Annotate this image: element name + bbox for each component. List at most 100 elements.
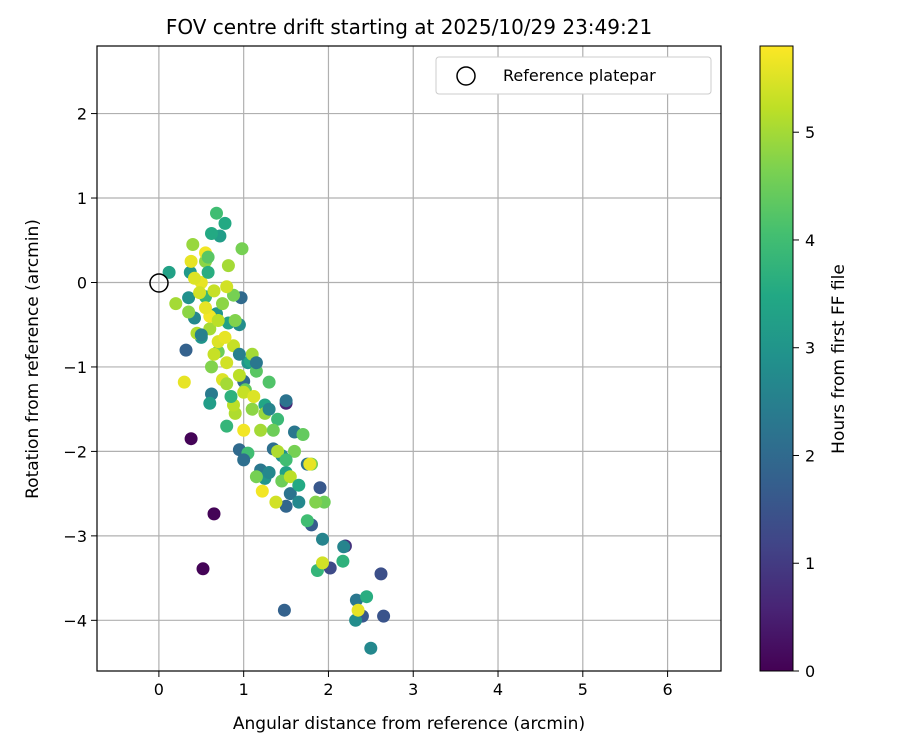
data-point xyxy=(188,271,201,285)
data-point xyxy=(207,284,221,298)
plot-frame xyxy=(96,45,722,672)
data-point xyxy=(245,402,259,416)
data-point xyxy=(221,259,235,273)
data-point xyxy=(207,507,221,521)
data-point xyxy=(169,297,183,311)
x-tick-label: 6 xyxy=(662,680,672,699)
colorbar: 0 1 2 3 4 5 Hours from first FF file xyxy=(759,45,849,681)
colorbar-tick-label: 2 xyxy=(805,446,815,465)
data-point xyxy=(237,423,251,437)
data-point xyxy=(277,603,291,617)
data-point xyxy=(377,609,391,623)
data-point xyxy=(288,444,301,458)
colorbar-tick-label: 0 xyxy=(805,662,815,681)
data-point xyxy=(184,254,198,268)
data-points xyxy=(162,206,391,655)
data-point xyxy=(271,412,285,426)
data-point xyxy=(199,301,212,315)
data-point xyxy=(205,360,218,374)
y-tick-label: 2 xyxy=(77,105,87,124)
data-point xyxy=(262,466,276,479)
data-point xyxy=(203,396,217,410)
data-point xyxy=(254,423,268,437)
data-point xyxy=(364,641,378,655)
colorbar-tick-label: 4 xyxy=(805,231,815,250)
colorbar-ticks: 0 1 2 3 4 5 xyxy=(793,123,815,681)
data-point xyxy=(313,481,327,495)
data-point xyxy=(303,457,317,471)
data-point xyxy=(300,514,314,528)
y-tick-label: −3 xyxy=(63,527,87,546)
data-point xyxy=(316,556,329,570)
data-point xyxy=(337,540,351,554)
data-point xyxy=(279,394,293,408)
data-point xyxy=(349,613,363,627)
y-axis-label: Rotation from reference (arcmin) xyxy=(23,219,43,499)
y-tick-label: 0 xyxy=(77,273,87,292)
y-axis-ticks: 2 1 0 −1 −2 −3 −4 xyxy=(63,105,97,630)
data-point xyxy=(179,343,193,357)
data-point xyxy=(182,305,196,319)
data-point xyxy=(262,402,276,416)
data-point xyxy=(216,297,229,311)
data-point xyxy=(182,291,196,305)
data-point xyxy=(162,265,176,279)
colorbar-gradient xyxy=(759,45,794,672)
data-point xyxy=(292,495,306,509)
data-point xyxy=(269,495,283,509)
y-tick-label: −1 xyxy=(63,358,87,377)
legend-box xyxy=(435,56,712,95)
data-point xyxy=(220,419,234,433)
data-point xyxy=(292,478,306,492)
data-point xyxy=(262,375,276,389)
data-point xyxy=(237,453,251,467)
data-point xyxy=(232,347,246,361)
y-tick-label: 1 xyxy=(77,189,87,208)
data-point xyxy=(266,423,280,437)
data-point xyxy=(283,470,297,484)
data-point xyxy=(374,567,388,581)
data-point xyxy=(196,562,210,576)
colorbar-tick-label: 1 xyxy=(805,554,815,573)
data-point xyxy=(220,377,234,391)
x-tick-label: 5 xyxy=(578,680,588,699)
data-point xyxy=(349,593,363,607)
data-point xyxy=(210,206,223,220)
data-point xyxy=(220,356,234,370)
data-point xyxy=(232,368,246,382)
data-point xyxy=(360,590,374,604)
x-tick-label: 4 xyxy=(493,680,503,699)
colorbar-tick-label: 3 xyxy=(805,339,815,358)
x-axis-label: Angular distance from reference (arcmin) xyxy=(233,714,585,734)
x-tick-label: 3 xyxy=(408,680,418,699)
data-point xyxy=(279,453,293,467)
data-point xyxy=(184,432,198,446)
data-point xyxy=(220,280,234,294)
reference-marker xyxy=(149,273,169,293)
x-tick-label: 0 xyxy=(154,680,164,699)
y-tick-label: −2 xyxy=(63,442,87,461)
chart-title: FOV centre drift starting at 2025/10/29 … xyxy=(166,15,652,39)
data-point xyxy=(279,499,293,513)
data-point xyxy=(228,314,242,327)
colorbar-tick-label: 5 xyxy=(805,123,815,142)
data-point xyxy=(316,532,329,546)
data-point xyxy=(309,495,323,509)
data-point xyxy=(249,356,263,370)
data-point xyxy=(201,250,215,264)
data-point xyxy=(218,330,232,344)
data-point xyxy=(255,484,269,498)
legend-label: Reference platepar xyxy=(503,66,656,85)
data-point xyxy=(336,554,350,568)
data-point xyxy=(296,428,310,441)
data-point xyxy=(224,390,238,403)
data-point xyxy=(211,314,225,327)
data-point xyxy=(201,265,215,279)
data-point xyxy=(177,375,191,389)
grid-lines xyxy=(97,46,721,671)
y-tick-label: −4 xyxy=(63,611,87,630)
x-axis-ticks: 0 1 2 3 4 5 6 xyxy=(154,671,673,699)
x-tick-label: 2 xyxy=(323,680,333,699)
data-point xyxy=(186,238,200,251)
